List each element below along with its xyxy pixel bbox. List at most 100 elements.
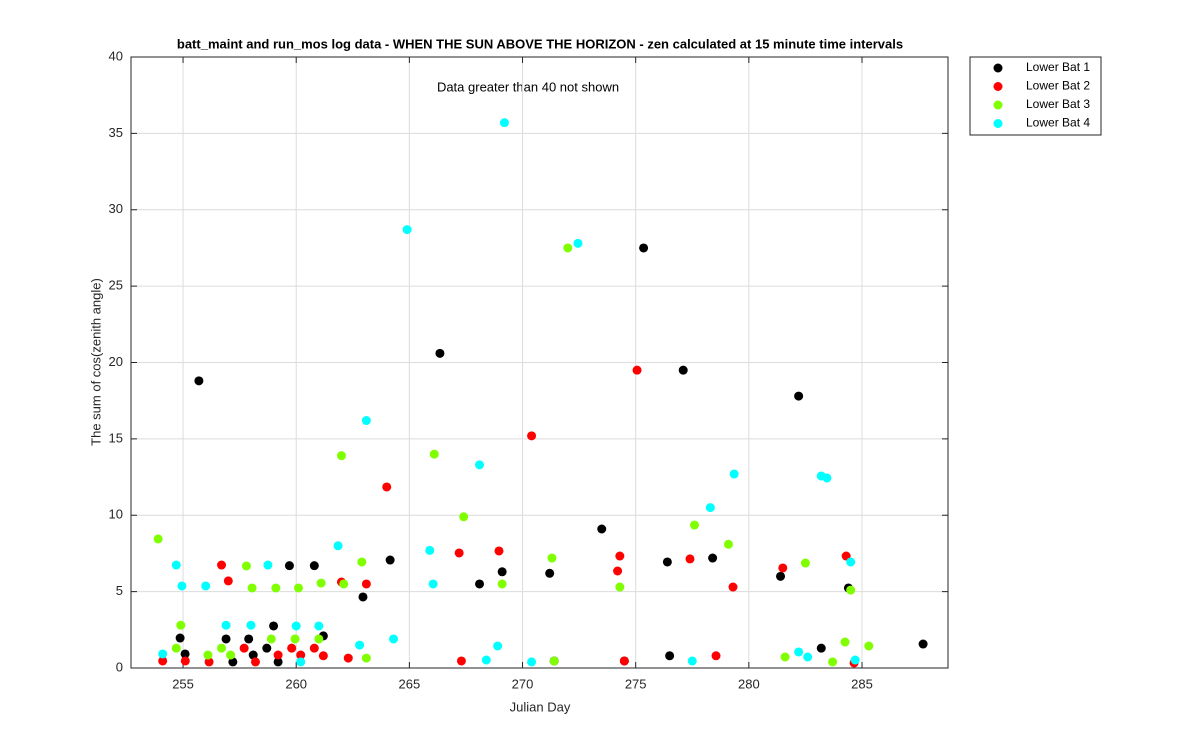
point [273, 657, 283, 667]
point [291, 621, 301, 631]
chart-title: batt_maint and run_mos log data - WHEN T… [177, 36, 903, 51]
y-tick-label: 25 [109, 278, 123, 293]
point [527, 657, 537, 667]
point [333, 541, 343, 551]
point [389, 634, 399, 644]
legend-label: Lower Bat 1 [1026, 60, 1090, 74]
point [729, 469, 739, 479]
point [176, 620, 186, 630]
point [454, 548, 464, 558]
x-tick-label: 260 [285, 676, 307, 691]
point [822, 473, 832, 483]
point [273, 650, 283, 660]
point [266, 634, 276, 644]
point [180, 656, 190, 666]
point [794, 647, 804, 657]
point [385, 555, 395, 565]
point [228, 657, 238, 667]
point [527, 431, 537, 441]
point [158, 656, 168, 666]
point [290, 634, 300, 644]
x-tick-label: 255 [172, 676, 194, 691]
point [357, 557, 367, 567]
point [158, 649, 168, 659]
point [293, 583, 303, 593]
point [250, 657, 260, 667]
point [180, 649, 190, 659]
point [358, 592, 368, 602]
point [382, 482, 392, 492]
point [296, 650, 306, 660]
point [615, 551, 625, 561]
y-tick-label: 35 [109, 125, 123, 140]
point [247, 583, 257, 593]
legend-marker [993, 82, 1003, 91]
point [425, 545, 435, 555]
y-tick-label: 10 [109, 507, 123, 522]
point [263, 560, 273, 570]
point [803, 652, 813, 662]
point [284, 561, 294, 571]
point [217, 560, 227, 570]
legend-label: Lower Bat 2 [1026, 79, 1090, 93]
point [828, 657, 838, 667]
point [597, 524, 607, 534]
point [918, 639, 928, 649]
point [846, 585, 856, 595]
legend-label: Lower Bat 3 [1026, 97, 1090, 111]
point [171, 643, 181, 653]
axes-box [130, 56, 949, 669]
point [239, 643, 249, 653]
point [493, 641, 503, 651]
point [459, 512, 469, 522]
point [336, 451, 346, 461]
point [687, 656, 697, 666]
point [287, 643, 297, 653]
point [204, 657, 214, 667]
point [318, 651, 328, 661]
legend-marker [993, 119, 1003, 128]
point [850, 655, 860, 665]
point [221, 634, 231, 644]
point [201, 581, 211, 591]
point [840, 637, 850, 647]
point [794, 391, 804, 401]
point [678, 365, 688, 375]
point [780, 652, 790, 662]
point [339, 579, 349, 589]
point [728, 582, 738, 592]
point [499, 118, 509, 128]
point [314, 621, 324, 631]
point [615, 582, 625, 592]
point [244, 634, 254, 644]
y-tick-label: 40 [109, 48, 123, 63]
point [296, 657, 306, 667]
point [864, 641, 874, 651]
x-tick-label: 270 [512, 676, 534, 691]
point [639, 243, 649, 253]
point [217, 643, 227, 653]
point [846, 557, 856, 567]
point [545, 568, 555, 578]
point [361, 653, 371, 663]
point [153, 534, 163, 544]
point [221, 620, 231, 630]
legend-marker [993, 63, 1003, 73]
point [800, 558, 810, 568]
point [547, 553, 557, 563]
point [573, 238, 583, 248]
point [475, 579, 485, 589]
point [361, 579, 371, 589]
point [711, 651, 721, 661]
x-axis-label: Julian Day [510, 699, 571, 714]
point [429, 449, 439, 459]
point [690, 520, 700, 530]
point [816, 643, 826, 653]
point [271, 583, 281, 593]
point [269, 621, 279, 631]
legend-box [969, 56, 1102, 136]
y-tick-label: 5 [116, 583, 123, 598]
point [246, 620, 256, 630]
